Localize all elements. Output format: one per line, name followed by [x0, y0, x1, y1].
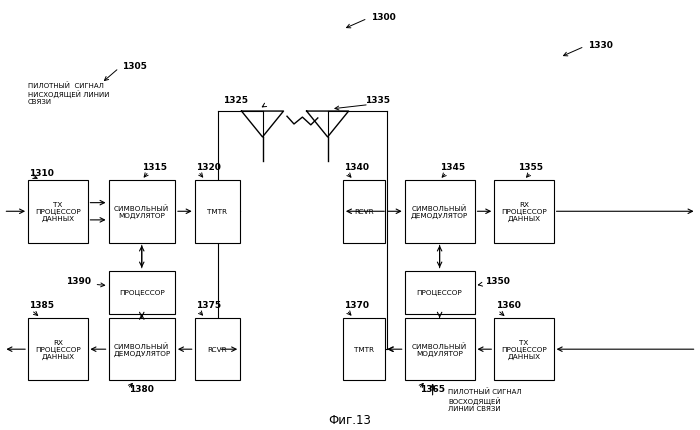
- FancyBboxPatch shape: [195, 318, 240, 381]
- FancyBboxPatch shape: [405, 181, 475, 243]
- Text: TX
ПРОЦЕССОР
ДАННЫХ: TX ПРОЦЕССОР ДАННЫХ: [35, 202, 80, 222]
- Text: 1315: 1315: [141, 163, 167, 172]
- Text: 1350: 1350: [485, 277, 510, 286]
- Text: 1365: 1365: [420, 384, 445, 393]
- Text: 1385: 1385: [29, 301, 55, 310]
- Text: 1330: 1330: [588, 41, 613, 49]
- Text: 1370: 1370: [344, 301, 370, 310]
- FancyBboxPatch shape: [494, 181, 554, 243]
- FancyBboxPatch shape: [28, 318, 88, 381]
- Text: СИМВОЛЬНЫЙ
ДЕМОДУЛЯТОР: СИМВОЛЬНЫЙ ДЕМОДУЛЯТОР: [411, 205, 468, 219]
- FancyBboxPatch shape: [494, 318, 554, 381]
- Text: 1380: 1380: [130, 384, 154, 393]
- Text: 1325: 1325: [223, 96, 248, 105]
- Text: RX
ПРОЦЕССОР
ДАННЫХ: RX ПРОЦЕССОР ДАННЫХ: [35, 339, 80, 359]
- Text: 1345: 1345: [440, 163, 465, 172]
- Text: RCVR: RCVR: [354, 209, 374, 215]
- Text: RCVR: RCVR: [207, 347, 228, 352]
- FancyBboxPatch shape: [343, 181, 385, 243]
- FancyBboxPatch shape: [405, 271, 475, 314]
- FancyBboxPatch shape: [405, 318, 475, 381]
- Text: ПИЛОТНЫЙ СИГНАЛ
ВОСХОДЯЩЕЙ
ЛИНИИ СВЯЗИ: ПИЛОТНЫЙ СИГНАЛ ВОСХОДЯЩЕЙ ЛИНИИ СВЯЗИ: [448, 388, 522, 411]
- Text: 1390: 1390: [66, 277, 91, 286]
- Text: 1300: 1300: [371, 13, 395, 22]
- Text: 1375: 1375: [196, 301, 221, 310]
- FancyBboxPatch shape: [28, 181, 88, 243]
- Text: СИМВОЛЬНЫЙ
МОДУЛЯТОР: СИМВОЛЬНЫЙ МОДУЛЯТОР: [114, 205, 169, 219]
- FancyBboxPatch shape: [108, 318, 175, 381]
- Text: TX
ПРОЦЕССОР
ДАННЫХ: TX ПРОЦЕССОР ДАННЫХ: [501, 339, 547, 359]
- Text: 1320: 1320: [196, 163, 221, 172]
- Text: ПИЛОТНЫЙ  СИГНАЛ
НИСХОДЯЩЕЙ ЛИНИИ
СВЯЗИ: ПИЛОТНЫЙ СИГНАЛ НИСХОДЯЩЕЙ ЛИНИИ СВЯЗИ: [28, 82, 109, 104]
- Text: RX
ПРОЦЕССОР
ДАННЫХ: RX ПРОЦЕССОР ДАННЫХ: [501, 202, 547, 222]
- FancyBboxPatch shape: [195, 181, 240, 243]
- Text: TMTR: TMTR: [207, 209, 228, 215]
- Text: СИМВОЛЬНЫЙ
МОДУЛЯТОР: СИМВОЛЬНЫЙ МОДУЛЯТОР: [412, 342, 467, 356]
- Text: 1310: 1310: [29, 169, 55, 178]
- Text: TMTR: TMTR: [354, 347, 374, 352]
- Text: СИМВОЛЬНЫЙ
ДЕМОДУЛЯТОР: СИМВОЛЬНЫЙ ДЕМОДУЛЯТОР: [113, 342, 170, 356]
- Text: 1335: 1335: [365, 96, 391, 105]
- Text: 1340: 1340: [344, 163, 370, 172]
- Text: ПРОЦЕССОР: ПРОЦЕССОР: [416, 289, 463, 295]
- Text: Фиг.13: Фиг.13: [328, 413, 372, 426]
- FancyBboxPatch shape: [108, 181, 175, 243]
- Text: 1355: 1355: [518, 163, 543, 172]
- Text: ПРОЦЕССОР: ПРОЦЕССОР: [119, 289, 164, 295]
- Text: 1305: 1305: [122, 62, 148, 71]
- Text: 1360: 1360: [496, 301, 521, 310]
- FancyBboxPatch shape: [343, 318, 385, 381]
- FancyBboxPatch shape: [108, 271, 175, 314]
